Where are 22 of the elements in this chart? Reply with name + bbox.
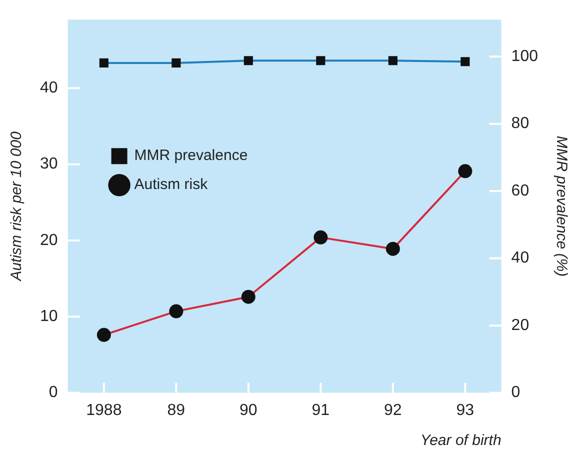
y-axis-title: Autism risk per 10 000	[8, 130, 26, 282]
legend-label: Autism risk	[134, 176, 208, 194]
x-axis-title: Year of birth	[420, 432, 502, 450]
y2-tick-label: 100	[511, 48, 538, 65]
y-tick-label: 40	[40, 80, 58, 97]
y2-tick-label: 40	[511, 250, 530, 267]
x-tick-label: 89	[167, 402, 186, 419]
y2-tick-label: 20	[511, 316, 530, 334]
x-tick-label: 91	[312, 402, 330, 419]
x-tick-label: 90	[240, 402, 258, 419]
y2-tick-label: 60	[511, 182, 530, 200]
y2-tick-label: 80	[511, 115, 530, 132]
x-tick-label: 92	[384, 402, 402, 419]
x-tick-label: 93	[456, 402, 474, 419]
legend-label: MMR prevalence	[134, 147, 248, 164]
y-tick-label: 30	[40, 156, 58, 173]
y-tick-label: 0	[48, 384, 58, 402]
y2-tick-label: 0	[511, 384, 520, 402]
y-tick-label: 10	[40, 308, 58, 326]
y2-axis-title: MMR prevalence (%)	[552, 136, 570, 277]
x-tick-label: 1988	[86, 402, 122, 419]
y-tick-label: 20	[40, 232, 58, 249]
